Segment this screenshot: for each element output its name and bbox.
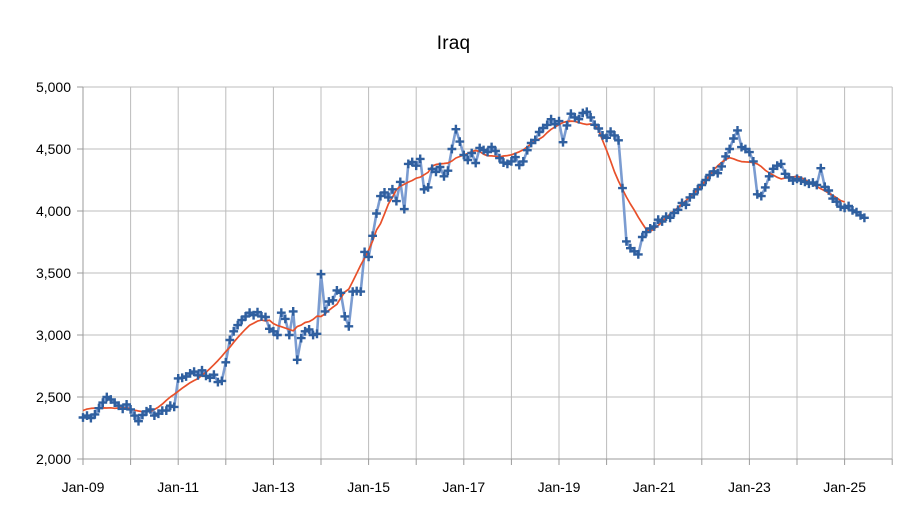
x-axis-label: Jan-17 [442, 479, 485, 495]
axes [77, 86, 893, 465]
y-axis-label: 4,500 [36, 141, 71, 157]
x-axis-label: Jan-19 [538, 479, 581, 495]
chart-title: Iraq [436, 33, 471, 54]
x-axis-label: Jan-15 [347, 479, 390, 495]
x-axis-label: Jan-09 [62, 479, 105, 495]
x-axis-label: Jan-25 [823, 479, 866, 495]
y-axis-label: 5,000 [36, 79, 71, 95]
y-axis-label: 2,500 [36, 389, 71, 405]
x-axis-labels: Jan-09 Jan-11 Jan-13 Jan-15 Jan-17 Jan-19 Jan-… [62, 479, 867, 495]
production-markers [78, 107, 869, 426]
y-axis-label: 3,000 [36, 327, 71, 343]
y-axis-label: 4,000 [36, 203, 71, 219]
production-marker-pluses [78, 107, 869, 426]
y-axis-label: 2,000 [36, 451, 71, 467]
y-axis-labels: 2,000 2,500 3,000 3,500 4,000 4,500 5,000 [36, 79, 71, 467]
x-axis-label: Jan-11 [157, 479, 199, 495]
x-axis-label: Jan-21 [633, 479, 676, 495]
gridlines [83, 86, 893, 459]
y-axis-label: 3,500 [36, 265, 71, 281]
x-axis-label: Jan-13 [252, 479, 295, 495]
x-axis-label: Jan-23 [728, 479, 771, 495]
